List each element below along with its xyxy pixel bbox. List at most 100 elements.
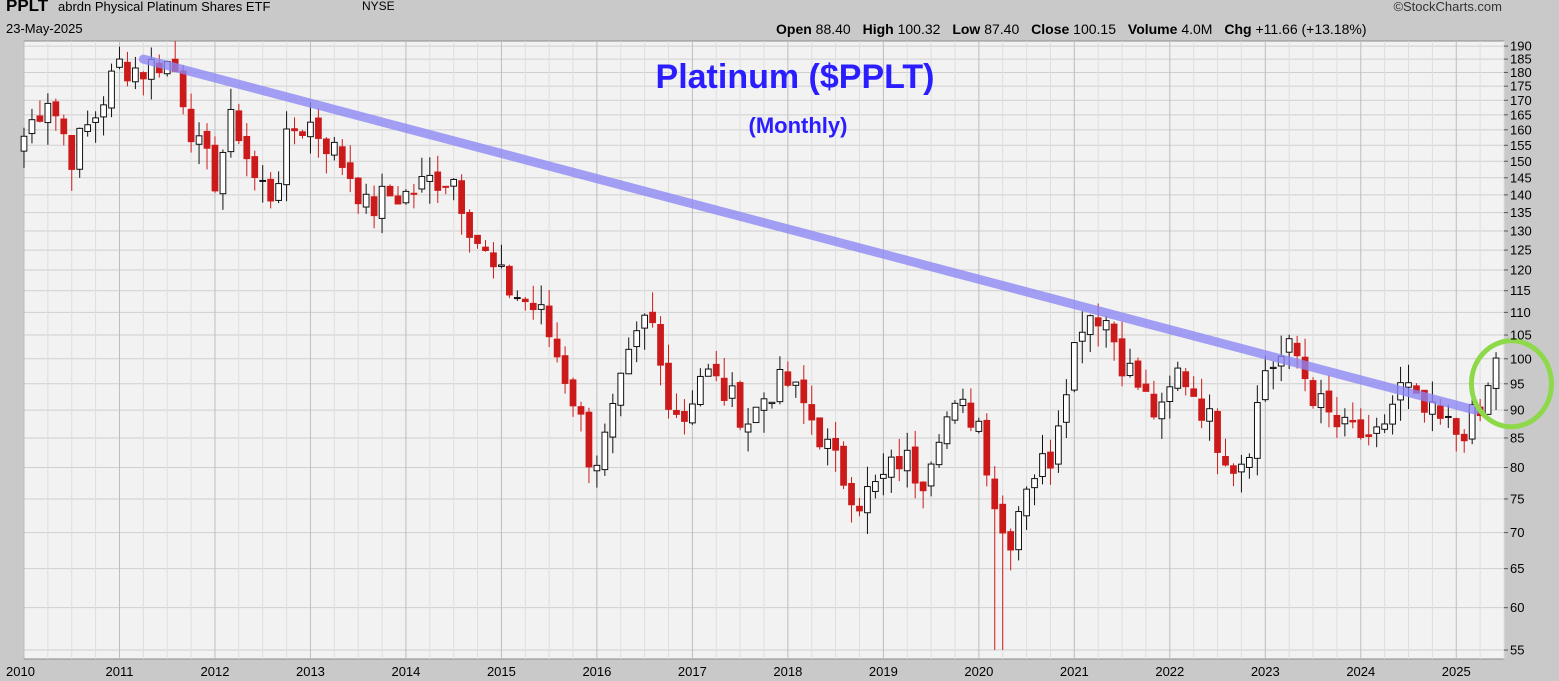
- low-value: 87.40: [984, 21, 1020, 37]
- candle-down-body: [139, 72, 147, 80]
- candle: [108, 63, 115, 118]
- candle: [139, 71, 147, 96]
- candle-up-body: [307, 121, 314, 138]
- candle-down-body: [577, 406, 585, 415]
- candle: [561, 346, 569, 394]
- y-tick-label: 70: [1510, 525, 1524, 540]
- candle-up-body: [1317, 393, 1325, 409]
- candle: [442, 185, 450, 195]
- open-label: Open: [776, 21, 812, 37]
- candle-up-body: [768, 401, 776, 405]
- candle: [187, 93, 195, 153]
- candle: [625, 337, 633, 375]
- candle: [44, 93, 52, 145]
- candle: [808, 385, 816, 435]
- candle: [1118, 321, 1126, 387]
- candle-up-body: [641, 314, 649, 329]
- candle-up-body: [975, 420, 983, 432]
- candle: [1261, 355, 1269, 402]
- x-tick-label: 2013: [296, 664, 325, 679]
- candle-up-body: [1468, 404, 1476, 440]
- x-tick-label: 2011: [105, 664, 133, 679]
- candle-up-body: [752, 406, 760, 424]
- candle: [450, 178, 458, 201]
- candle: [506, 264, 513, 299]
- candle: [792, 381, 800, 398]
- candle: [864, 466, 871, 535]
- candle-down-body: [267, 178, 275, 202]
- candle: [235, 103, 243, 145]
- candle: [951, 400, 959, 424]
- candle-up-body: [426, 174, 434, 182]
- candle-up-body: [1166, 386, 1174, 403]
- candle-up-body: [537, 304, 545, 310]
- candle: [975, 417, 983, 434]
- candle: [410, 183, 418, 209]
- candle-down-body: [338, 146, 346, 168]
- candle: [696, 368, 704, 407]
- candle-down-body: [545, 305, 553, 338]
- candle-down-body: [712, 363, 720, 377]
- y-tick-label: 130: [1510, 223, 1532, 238]
- candle: [1389, 395, 1396, 435]
- candle-up-body: [864, 486, 871, 514]
- candle-up-body: [283, 128, 290, 186]
- candle-down-body: [1110, 323, 1118, 343]
- candle-up-body: [1174, 367, 1182, 389]
- candle-up-body: [633, 330, 641, 348]
- candle: [434, 155, 442, 204]
- candle: [776, 356, 784, 405]
- candle: [935, 434, 943, 468]
- candle-down-body: [848, 482, 855, 506]
- x-tick-label: 2021: [1060, 664, 1089, 679]
- candle-up-body: [1031, 478, 1038, 489]
- candle-up-body: [1389, 403, 1396, 425]
- candle: [760, 392, 768, 433]
- chg-value: +11.66 (+13.18%): [1255, 21, 1367, 37]
- y-tick-label: 150: [1510, 154, 1532, 169]
- candle-up-body: [704, 368, 712, 377]
- candle: [1405, 364, 1412, 410]
- candle-up-body: [275, 183, 282, 201]
- candle-up-body: [1102, 320, 1110, 331]
- candle-down-body: [370, 196, 378, 217]
- candle: [927, 461, 935, 497]
- candle-up-body: [378, 185, 386, 219]
- candle-up-body: [1238, 463, 1245, 473]
- candle-down-body: [203, 130, 211, 149]
- candle: [1460, 429, 1468, 453]
- candle: [283, 111, 290, 202]
- x-tick-label: 2015: [487, 664, 516, 679]
- candle-down-body: [442, 185, 450, 188]
- candle-up-body: [1078, 331, 1086, 342]
- candle-down-body: [1230, 465, 1237, 474]
- candle-down-body: [808, 404, 816, 421]
- candle-up-body: [330, 141, 338, 156]
- candle-up-body: [1253, 402, 1261, 459]
- candle-down-body: [1150, 393, 1158, 418]
- candle: [665, 344, 672, 419]
- candle: [1452, 417, 1460, 452]
- chart-subtitle: (Monthly): [749, 113, 848, 138]
- candle-up-body: [513, 297, 521, 300]
- candle: [641, 313, 649, 350]
- candle-up-body: [1023, 488, 1030, 517]
- candle-down-body: [983, 419, 991, 476]
- candle-up-body: [959, 398, 967, 407]
- candle-down-body: [521, 298, 529, 303]
- candle-down-body: [681, 411, 688, 422]
- candle: [211, 136, 219, 193]
- candle: [1078, 311, 1086, 364]
- candle: [354, 176, 362, 214]
- candle: [601, 423, 609, 476]
- candle-up-body: [1373, 426, 1381, 434]
- candle: [840, 441, 847, 490]
- candle-down-body: [1436, 405, 1444, 419]
- y-tick-label: 185: [1510, 52, 1532, 67]
- candle-down-body: [673, 409, 680, 415]
- y-tick-label: 125: [1510, 243, 1532, 258]
- brand-watermark: ©StockCharts.com: [1393, 0, 1502, 14]
- exchange-label: NYSE: [362, 0, 395, 13]
- y-tick-label: 115: [1510, 283, 1531, 298]
